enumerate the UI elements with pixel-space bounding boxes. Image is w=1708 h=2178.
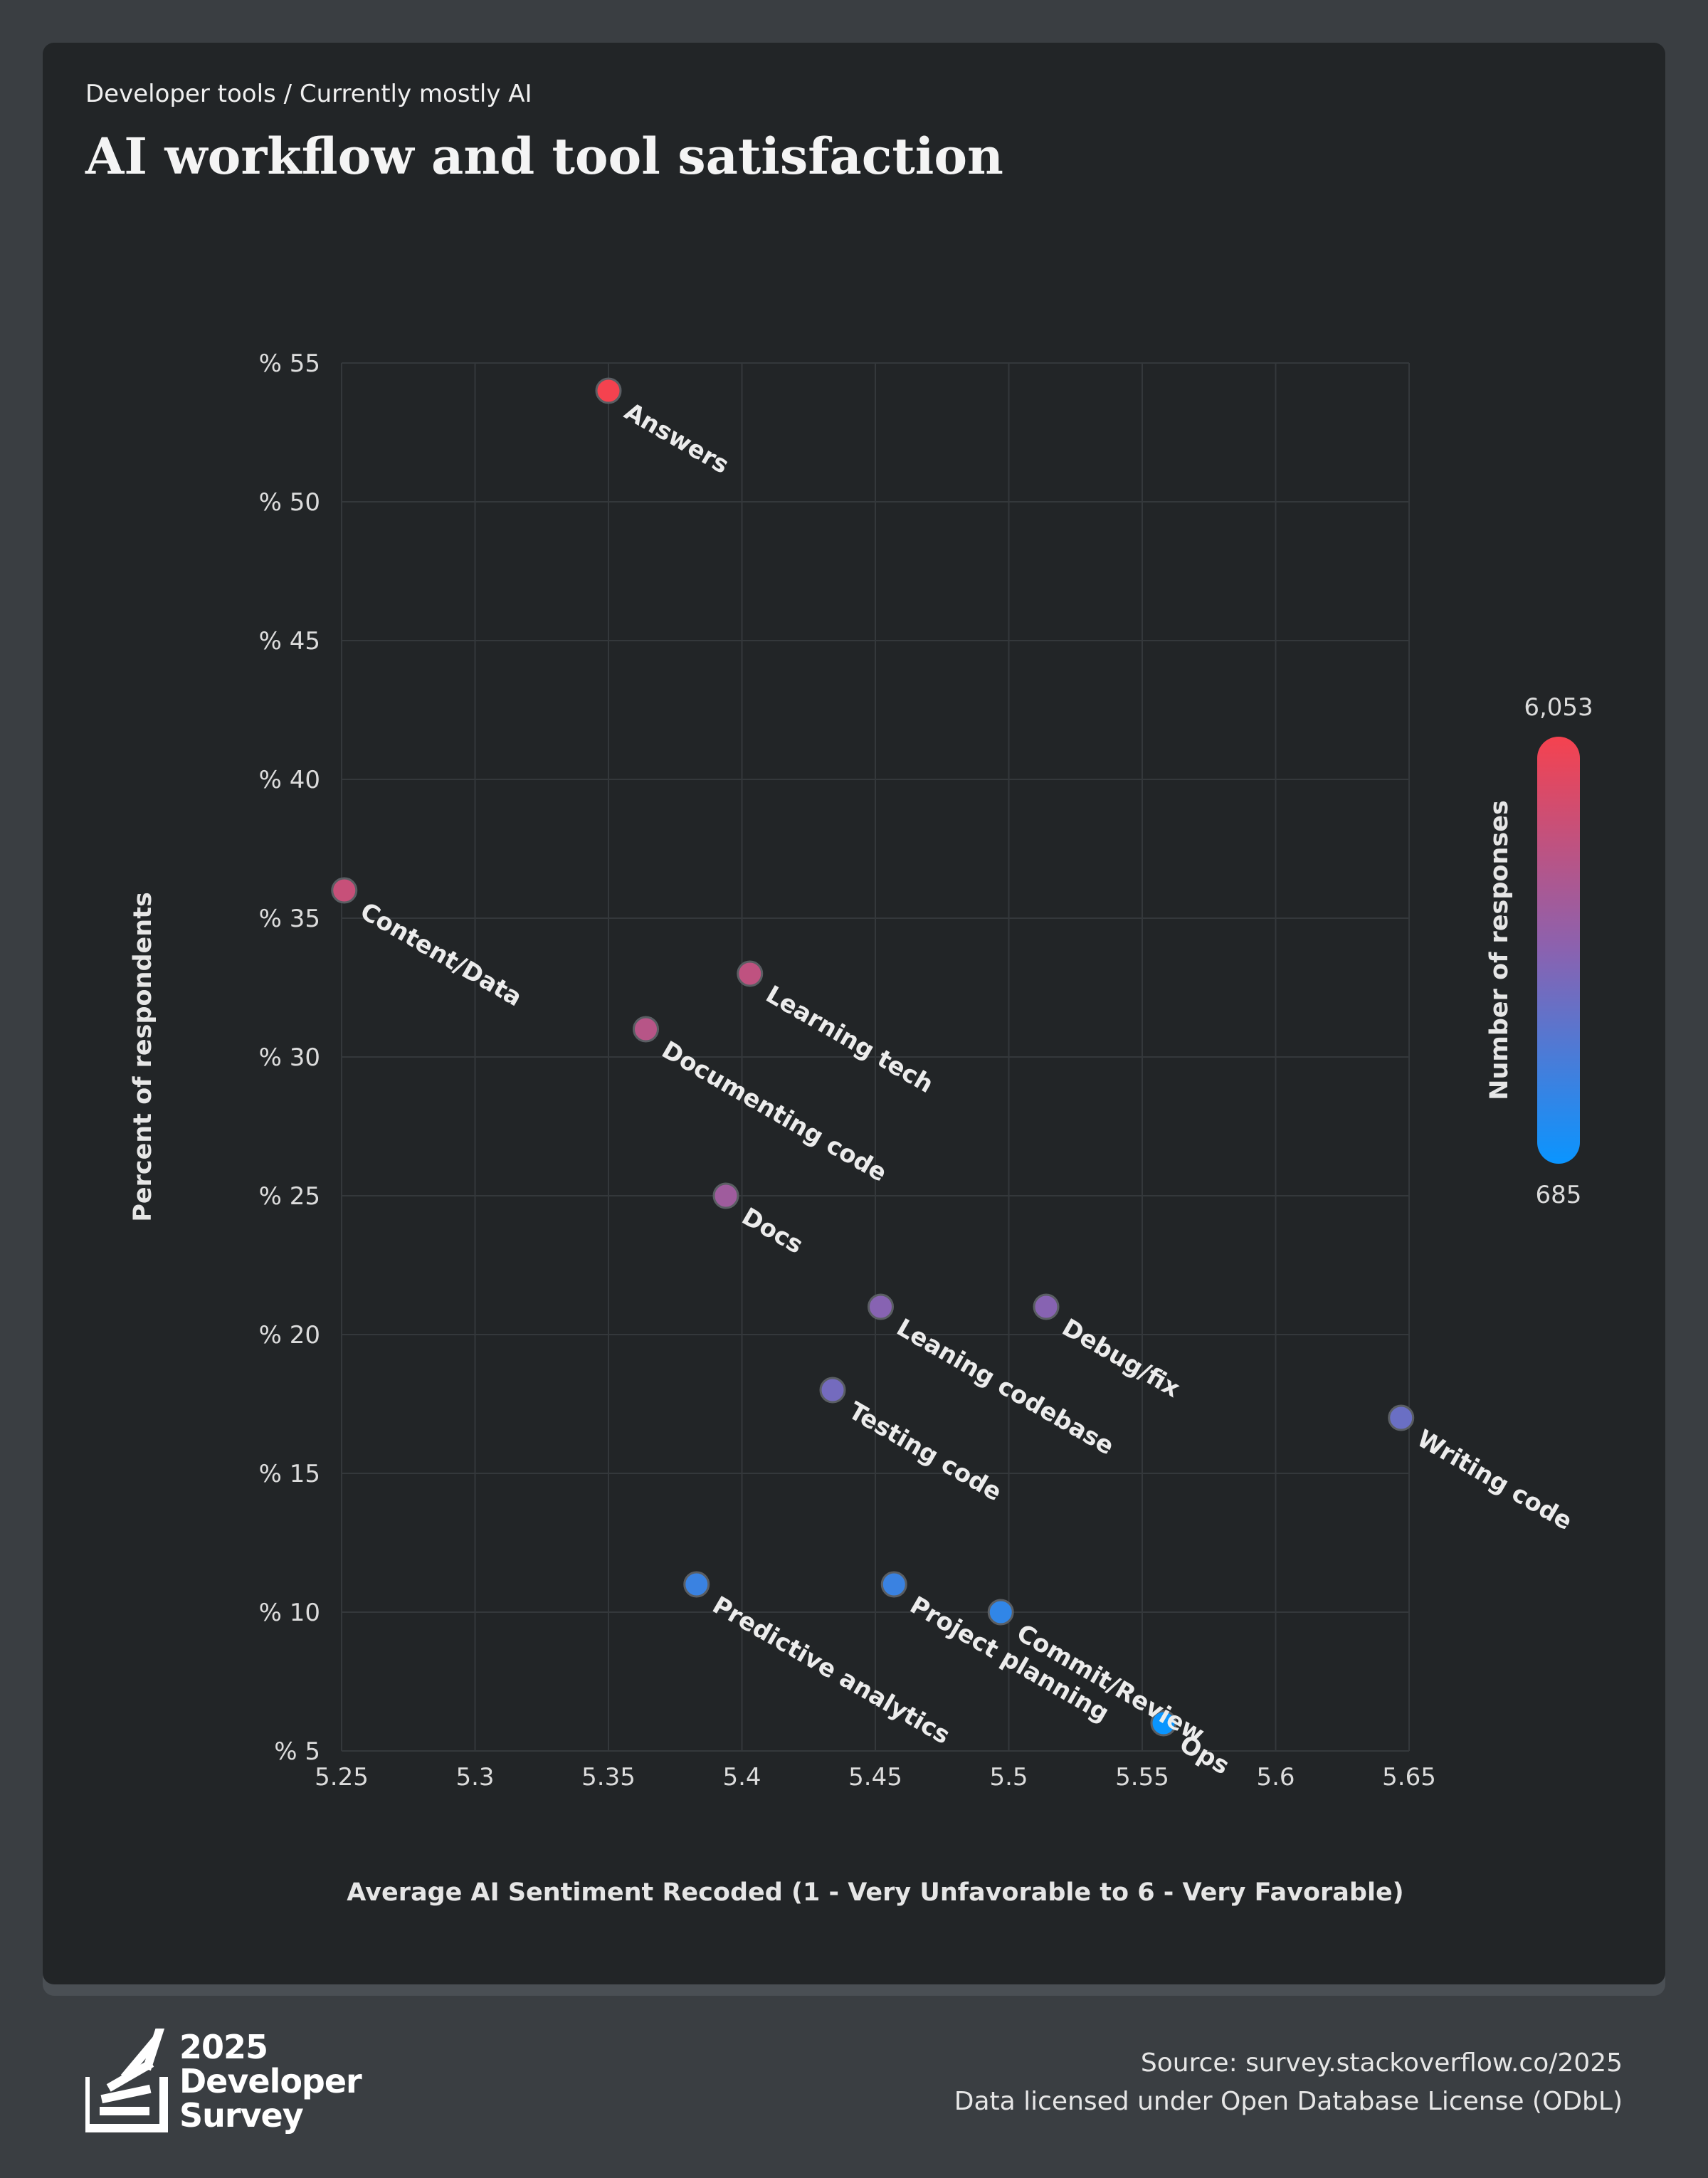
x-axis-ticks: 5.25 5.3 5.35 5.4 5.45 5.5 5.55 5.6 5.65 — [315, 1763, 1436, 1792]
y-tick-label: % 45 — [259, 627, 320, 656]
color-scale-min: 685 — [1536, 1181, 1582, 1209]
data-point-label: Debug/fix — [1058, 1313, 1185, 1404]
x-tick-label: 5.65 — [1382, 1763, 1436, 1792]
data-point-label: Writing code — [1412, 1424, 1577, 1536]
data-point[interactable] — [868, 1293, 894, 1320]
data-point[interactable] — [1388, 1404, 1415, 1431]
color-legend: 6,053 685 Number of responses — [1485, 693, 1593, 1209]
license-note: Data licensed under Open Database Licens… — [954, 2087, 1623, 2116]
data-point-label: Learning tech — [761, 980, 938, 1099]
x-tick-label: 5.55 — [1115, 1763, 1169, 1792]
chart-card-content: Developer tools / Currently mostly AI AI… — [43, 43, 1665, 1984]
data-point[interactable] — [712, 1182, 739, 1209]
y-tick-label: % 15 — [259, 1460, 320, 1488]
y-tick-label: % 35 — [259, 905, 320, 933]
y-tick-label: % 55 — [259, 349, 320, 378]
stackoverflow-logo-icon — [85, 2029, 168, 2132]
data-point[interactable] — [595, 377, 622, 404]
y-tick-label: % 30 — [259, 1043, 320, 1072]
x-tick-label: 5.4 — [722, 1763, 761, 1792]
data-points — [331, 377, 1415, 1737]
y-tick-label: % 40 — [259, 766, 320, 794]
color-scale-title: Number of responses — [1485, 800, 1514, 1100]
data-point[interactable] — [1033, 1293, 1060, 1320]
data-point[interactable] — [737, 960, 764, 987]
x-axis-title: Average AI Sentiment Recoded (1 - Very U… — [347, 1878, 1403, 1907]
x-tick-label: 5.35 — [581, 1763, 636, 1792]
x-tick-label: 5.25 — [315, 1763, 369, 1792]
page-title: AI workflow and tool satisfaction — [85, 127, 1003, 186]
y-tick-label: % 5 — [274, 1737, 320, 1766]
logo-line2: Survey — [179, 2096, 304, 2135]
scatter-chart: 5.25 5.3 5.35 5.4 5.45 5.5 5.55 5.6 5.65 % 55% 5… — [129, 349, 1593, 1907]
y-tick-label: % 10 — [259, 1599, 320, 1627]
y-tick-label: % 20 — [259, 1321, 320, 1350]
color-scale-bar — [1537, 737, 1580, 1164]
chart-card — [43, 43, 1665, 1984]
logo-text: 2025 Developer Survey — [179, 2030, 362, 2132]
data-point-label: Answers — [620, 397, 734, 480]
source-link[interactable]: Source: survey.stackoverflow.co/2025 — [1140, 2048, 1623, 2078]
x-tick-label: 5.5 — [989, 1763, 1028, 1792]
data-point[interactable] — [1150, 1710, 1177, 1737]
logo-year: 2025 — [179, 2028, 268, 2066]
y-tick-label: % 25 — [259, 1182, 320, 1211]
data-point-label: Testing code — [844, 1396, 1007, 1507]
y-axis-title: Percent of respondents — [129, 892, 157, 1222]
color-scale-max: 6,053 — [1524, 693, 1593, 722]
source-note: Source: survey.stackoverflow.co/2025 Dat… — [954, 2044, 1623, 2121]
breadcrumb[interactable]: Developer tools / Currently mostly AI — [85, 80, 532, 108]
data-point[interactable] — [633, 1016, 659, 1043]
data-point[interactable] — [683, 1571, 710, 1598]
data-point[interactable] — [331, 877, 358, 904]
x-tick-label: 5.45 — [848, 1763, 902, 1792]
data-point[interactable] — [987, 1599, 1014, 1626]
y-tick-label: % 50 — [259, 488, 320, 517]
x-tick-label: 5.3 — [455, 1763, 494, 1792]
data-point[interactable] — [819, 1377, 846, 1404]
y-axis-ticks: % 55 % 50 % 45 % 40 % 35 % 30 % 25 % 20 % 15 % 10… — [259, 349, 320, 1766]
data-point-label: Content/Data — [355, 897, 527, 1012]
data-point-label: Docs — [737, 1202, 808, 1260]
x-tick-label: 5.6 — [1256, 1763, 1295, 1792]
chart-grid — [341, 362, 1410, 1752]
data-point[interactable] — [880, 1571, 907, 1598]
logo-line1: Developer — [179, 2062, 362, 2100]
